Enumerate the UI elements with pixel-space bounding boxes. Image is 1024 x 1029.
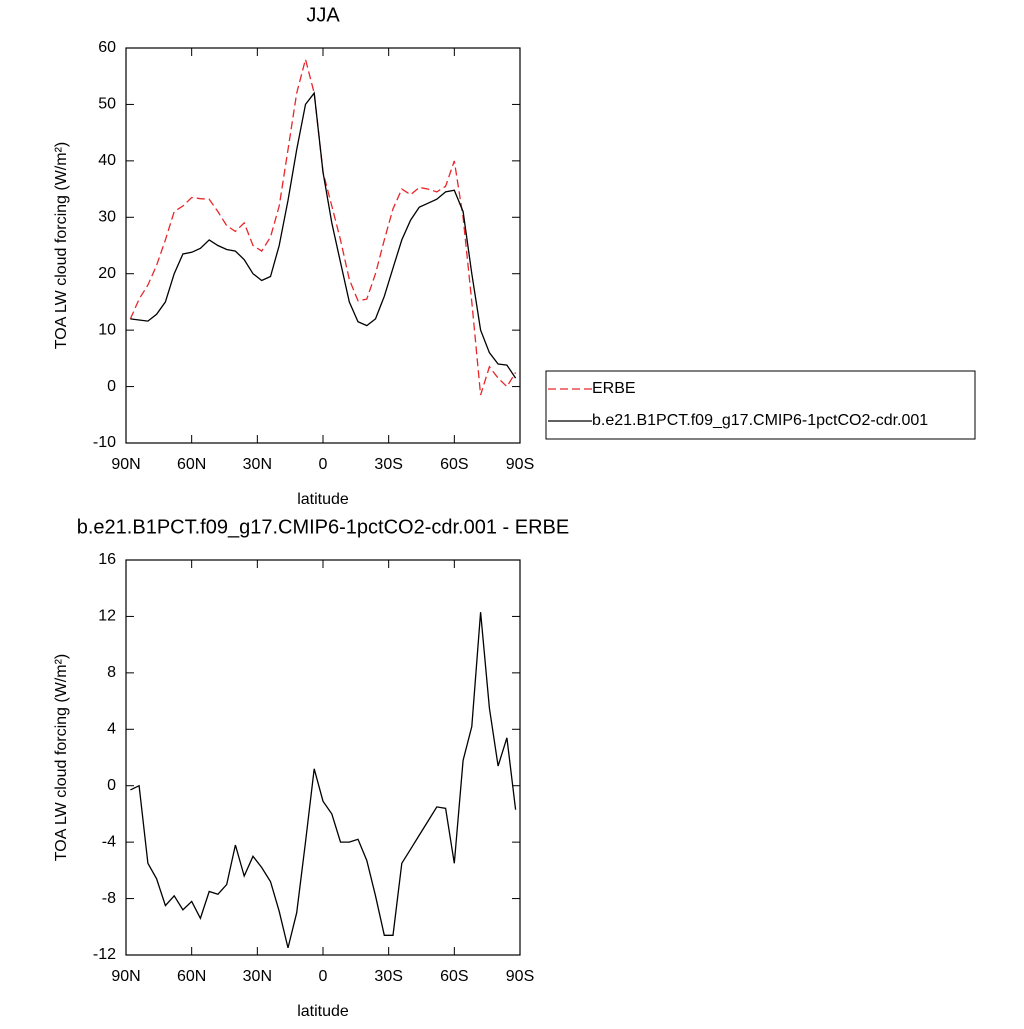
y-tick-label: 60 (98, 39, 116, 56)
x-tick-label: 60S (440, 968, 468, 985)
y-tick-label: 12 (98, 608, 116, 625)
legend-label: b.e21.B1PCT.f09_g17.CMIP6-1pctCO2-cdr.00… (592, 412, 928, 429)
y-tick-label: -12 (93, 946, 116, 963)
y-tick-label: 10 (98, 321, 116, 338)
x-axis-label: latitude (297, 491, 349, 508)
x-tick-label: 30S (374, 456, 402, 473)
y-tick-label: 30 (98, 209, 116, 226)
x-tick-label: 90N (111, 456, 140, 473)
legend-label: ERBE (592, 380, 636, 397)
legend-box (545, 370, 976, 440)
chart-title: b.e21.B1PCT.f09_g17.CMIP6-1pctCO2-cdr.00… (77, 516, 569, 538)
x-tick-label: 90N (111, 968, 140, 985)
x-tick-label: 30S (374, 968, 402, 985)
y-tick-label: 4 (107, 721, 116, 738)
data-line (130, 91, 517, 379)
y-tick-label: -4 (102, 833, 116, 850)
plot-frame (125, 559, 521, 956)
data-line (129, 56, 517, 396)
x-tick-label: 30N (243, 968, 272, 985)
y-tick-label: 50 (98, 96, 116, 113)
y-tick-label: -8 (102, 890, 116, 907)
x-axis-label: latitude (297, 1003, 349, 1020)
x-tick-label: 90S (506, 968, 534, 985)
x-tick-label: 0 (319, 456, 328, 473)
y-tick-label: 8 (107, 664, 116, 681)
chart-title: JJA (306, 4, 340, 26)
y-tick-label: 16 (98, 551, 116, 568)
plot-frame (125, 47, 521, 444)
x-tick-label: 60S (440, 456, 468, 473)
x-tick-label: 60N (177, 968, 206, 985)
y-tick-label: -10 (93, 434, 116, 451)
y-axis-label: TOA LW cloud forcing (W/m²) (53, 654, 70, 861)
y-tick-label: 40 (98, 152, 116, 169)
x-tick-label: 90S (506, 456, 534, 473)
y-tick-label: 0 (107, 378, 116, 395)
y-tick-label: 0 (107, 777, 116, 794)
x-tick-label: 30N (243, 456, 272, 473)
x-tick-label: 0 (319, 968, 328, 985)
x-tick-label: 60N (177, 456, 206, 473)
y-axis-label: TOA LW cloud forcing (W/m²) (53, 142, 70, 349)
y-tick-label: 20 (98, 265, 116, 282)
data-line (130, 612, 517, 949)
